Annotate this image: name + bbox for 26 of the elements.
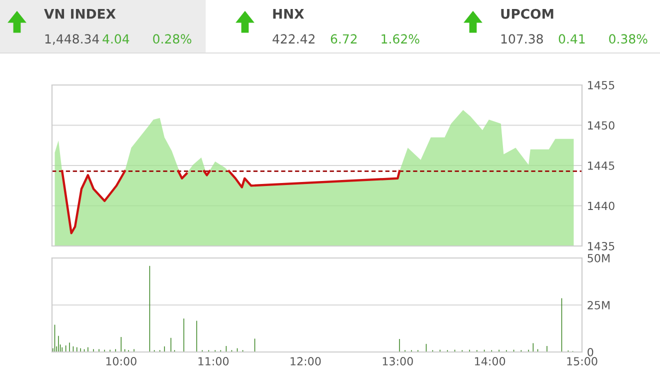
x-tick-label: 14:00: [475, 357, 506, 366]
text: 0.28%: [153, 34, 192, 44]
text: UPCOM: [501, 8, 554, 19]
text: 0.41: [558, 34, 585, 44]
text: HNX: [273, 9, 304, 19]
x-tick-label: 10:00: [106, 357, 136, 366]
text: 4.04: [102, 34, 130, 44]
text: 6.72: [330, 34, 357, 44]
x-tick-label: 12:00: [290, 357, 321, 366]
text: 1,448.34: [45, 34, 99, 45]
text: 0.38%: [609, 34, 648, 44]
text: VN INDEX: [44, 9, 116, 19]
x-tick-label: 15:00: [567, 357, 598, 366]
y-tick-label: 1435: [588, 242, 614, 250]
x-tick-label: 13:00: [382, 357, 413, 366]
y-tick-label: 1455: [588, 81, 614, 90]
x-tick-label: 11:00: [198, 357, 229, 366]
y-tick-label: 1450: [588, 121, 614, 130]
y-tick-label: 1445: [588, 162, 614, 170]
text: 107.38: [501, 34, 543, 44]
y-tick-label: 25M: [588, 300, 610, 310]
y-tick-label: 50M: [588, 254, 610, 262]
y-tick-label: 0: [588, 348, 594, 356]
text: 1.62%: [382, 34, 420, 44]
y-tick-label: 1440: [588, 202, 614, 210]
text: 422.42: [272, 34, 314, 44]
